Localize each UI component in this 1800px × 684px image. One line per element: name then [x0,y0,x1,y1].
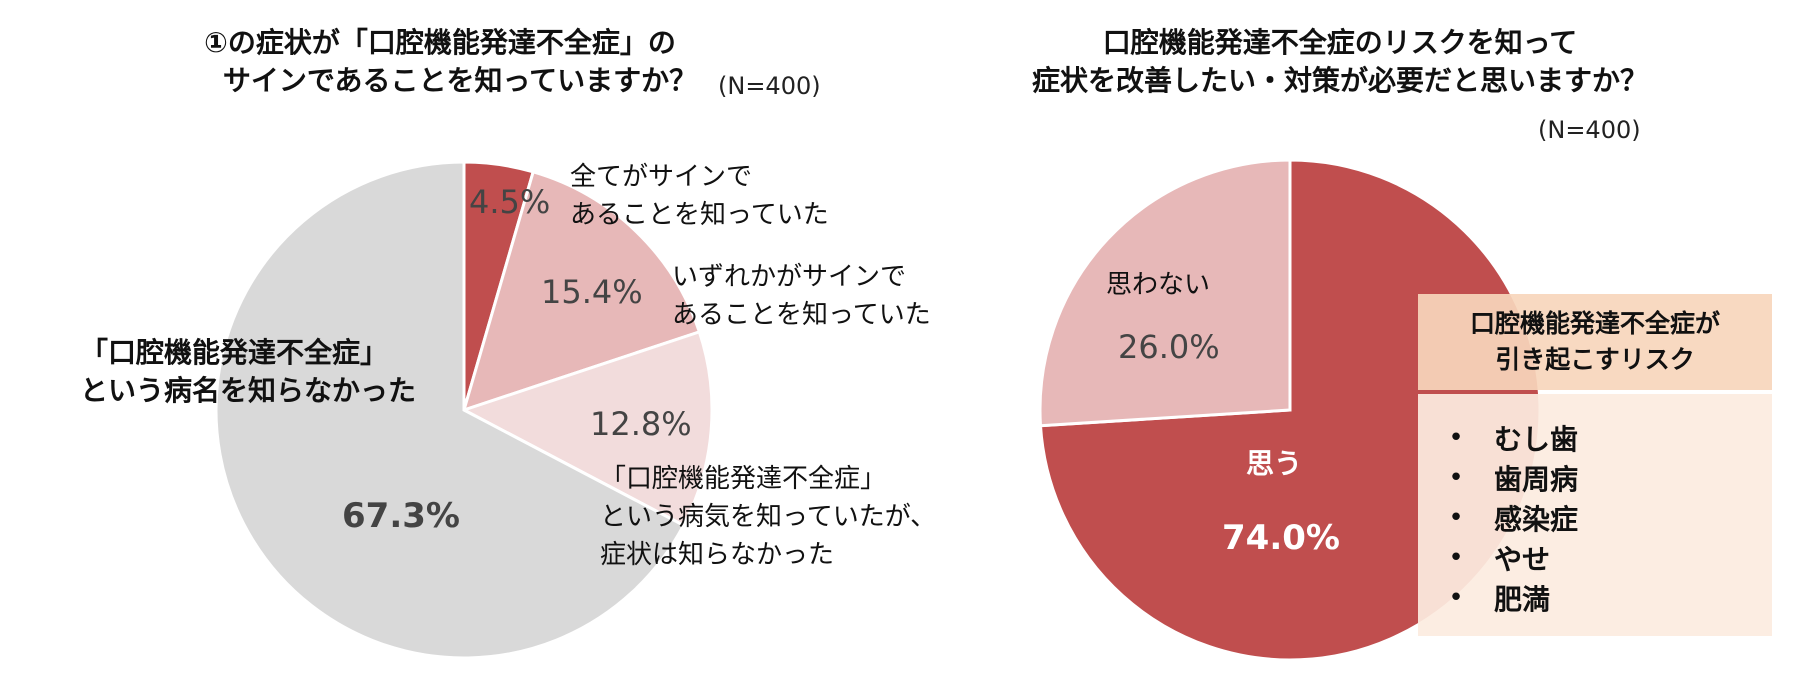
chart1-title-line2-wrap: サインであることを知っていますか？ [220,62,700,100]
chart2-slice2-value: 26.0% [1118,328,1220,366]
risk-item: • 肥満 [1418,578,1772,618]
chart2-title-line1: 口腔機能発達不全症のリスクを知って [1102,26,1578,59]
chart1-slice3-label: 「口腔機能発達不全症」 という病気を知っていたが、 症状は知らなかった [600,460,936,574]
chart1-title: ①の症状が「口腔機能発達不全症」の [140,24,740,62]
chart1-slice3-value: 12.8% [590,405,692,443]
chart1-slice1-label-line2: あることを知っていた [570,200,829,230]
risk-item: • むし歯 [1418,418,1772,458]
chart2-slice1-label: 思う [1246,447,1303,480]
bullet-icon: • [1448,543,1464,573]
chart1-slice1-label-line1: 全てがサインで [570,162,753,192]
risk-box-title-line2: 引き起こすリスク [1495,345,1695,374]
risk-item-label: 歯周病 [1494,463,1579,496]
bullet-icon: • [1448,503,1464,533]
chart1-title-line1: ①の症状が「口腔機能発達不全症」の [204,26,676,59]
risk-box-title: 口腔機能発達不全症が 引き起こすリスク [1418,294,1772,390]
risk-item-label: むし歯 [1494,423,1579,456]
chart1-slice4-label: 「口腔機能発達不全症」 という病名を知らなかった [80,334,416,410]
bullet-icon: • [1448,463,1464,493]
chart2-title-line2: 症状を改善したい・対策が必要だと思いますか？ [1031,64,1648,97]
risk-item: • 感染症 [1418,498,1772,538]
chart1-slice-3 [460,329,714,528]
chart1-slice-4 [214,160,686,660]
bullet-icon: • [1448,583,1464,613]
chart2-slice-2 [1038,158,1292,428]
chart1-slice4-label-line1: 「口腔機能発達不全症」 [80,336,389,369]
chart1-slice2-value: 15.4% [541,273,643,311]
risk-box-title-line1: 口腔機能発達不全症が [1469,309,1720,338]
chart1-slice3-label-line2: という病気を知っていたが、 [600,502,937,532]
chart2-n-label: (N=400) [1538,116,1641,144]
chart1-slice4-value: 67.3% [342,496,460,536]
chart1-slice3-label-line1: 「口腔機能発達不全症」 [600,464,887,494]
chart2-slice2-label: 思わない [1106,270,1211,300]
chart1-slice1-label: 全てがサインで あることを知っていた [570,158,829,234]
chart1-slice2-label: いずれかがサインで あることを知っていた [672,258,931,334]
bullet-icon: • [1448,423,1464,453]
risk-item: • 歯周病 [1418,458,1772,498]
chart2-title: 口腔機能発達不全症のリスクを知って 症状を改善したい・対策が必要だと思いますか？ [990,24,1690,100]
chart1-slice2-label-line1: いずれかがサインで [672,262,907,292]
chart1-slice3-label-line3: 症状は知らなかった [600,540,835,570]
risk-item-label: やせ [1494,543,1551,576]
pie-chart-1 [214,160,714,660]
risk-item: • やせ [1418,538,1772,578]
chart1-slice4-label-line2: という病名を知らなかった [80,374,417,407]
chart1-slice2-label-line2: あることを知っていた [672,300,931,330]
risk-item-label: 肥満 [1494,583,1551,616]
chart1-n-label: (N=400) [718,72,821,100]
chart1-slice1-value: 4.5% [469,183,551,221]
risk-item-label: 感染症 [1494,503,1579,536]
chart2-slice1-value: 74.0% [1222,518,1340,558]
chart1-title-line2: サインであることを知っていますか？ [222,64,698,97]
risk-list: • むし歯 • 歯周病 • 感染症 • やせ • 肥満 [1418,394,1772,636]
risk-box: 口腔機能発達不全症が 引き起こすリスク • むし歯 • 歯周病 • 感染症 • やせ •… [1418,294,1772,636]
